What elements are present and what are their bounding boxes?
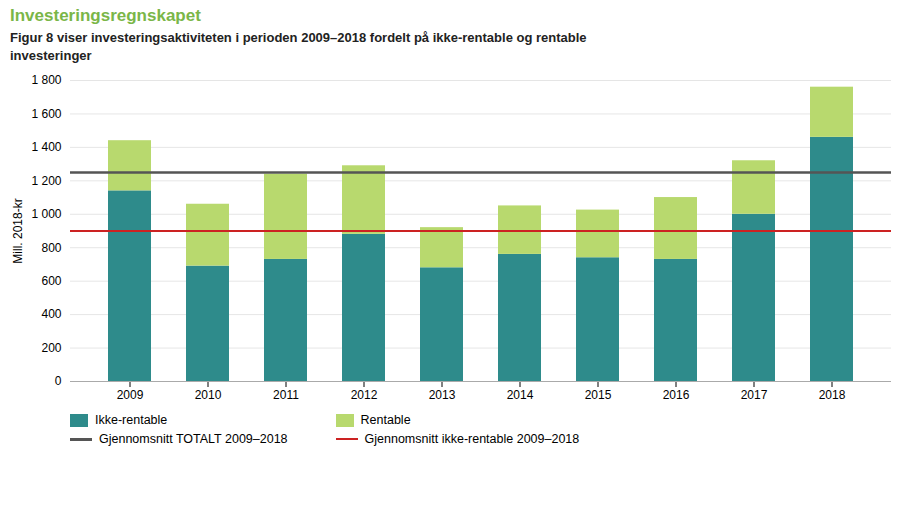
svg-text:1 200: 1 200	[31, 174, 61, 188]
svg-text:400: 400	[41, 308, 61, 322]
html-text:Figur 8 viser investeringsakti: Figur 8 viser investeringsaktiviteten i …	[10, 30, 587, 63]
svg-text:200: 200	[41, 341, 61, 355]
html-text:Gjennomsnitt TOTALT 2009–2018: Gjennomsnitt TOTALT 2009–2018	[99, 432, 288, 447]
svg-text:2018: 2018	[819, 388, 846, 402]
svg-text:2016: 2016	[663, 388, 690, 402]
svg-text:800: 800	[41, 241, 61, 255]
svg-text:1 800: 1 800	[31, 73, 61, 87]
svg-text:Mill. 2018-kr: Mill. 2018-kr	[11, 198, 25, 263]
svg-text:2011: 2011	[273, 388, 299, 402]
svg-text:2012: 2012	[351, 388, 378, 402]
svg-text:1 600: 1 600	[31, 107, 61, 121]
svg-text:2010: 2010	[195, 388, 222, 402]
svg-text:1 000: 1 000	[31, 207, 61, 221]
html-text:Ikke-rentable: Ikke-rentable	[95, 413, 168, 428]
svg-text:2017: 2017	[741, 388, 768, 402]
svg-text:2014: 2014	[507, 388, 534, 402]
html-text:Rentable: Rentable	[360, 413, 411, 428]
html-text:Investeringsregnskapet: Investeringsregnskapet	[10, 6, 201, 25]
svg-text:2013: 2013	[429, 388, 456, 402]
svg-text:600: 600	[41, 274, 61, 288]
html-text:Gjennomsnitt ikke-rentable 200: Gjennomsnitt ikke-rentable 2009–2018	[364, 432, 580, 447]
svg-text:0: 0	[55, 374, 62, 388]
svg-text:2015: 2015	[585, 388, 612, 402]
svg-text:1 400: 1 400	[31, 140, 61, 154]
svg-text:2009: 2009	[117, 388, 144, 402]
